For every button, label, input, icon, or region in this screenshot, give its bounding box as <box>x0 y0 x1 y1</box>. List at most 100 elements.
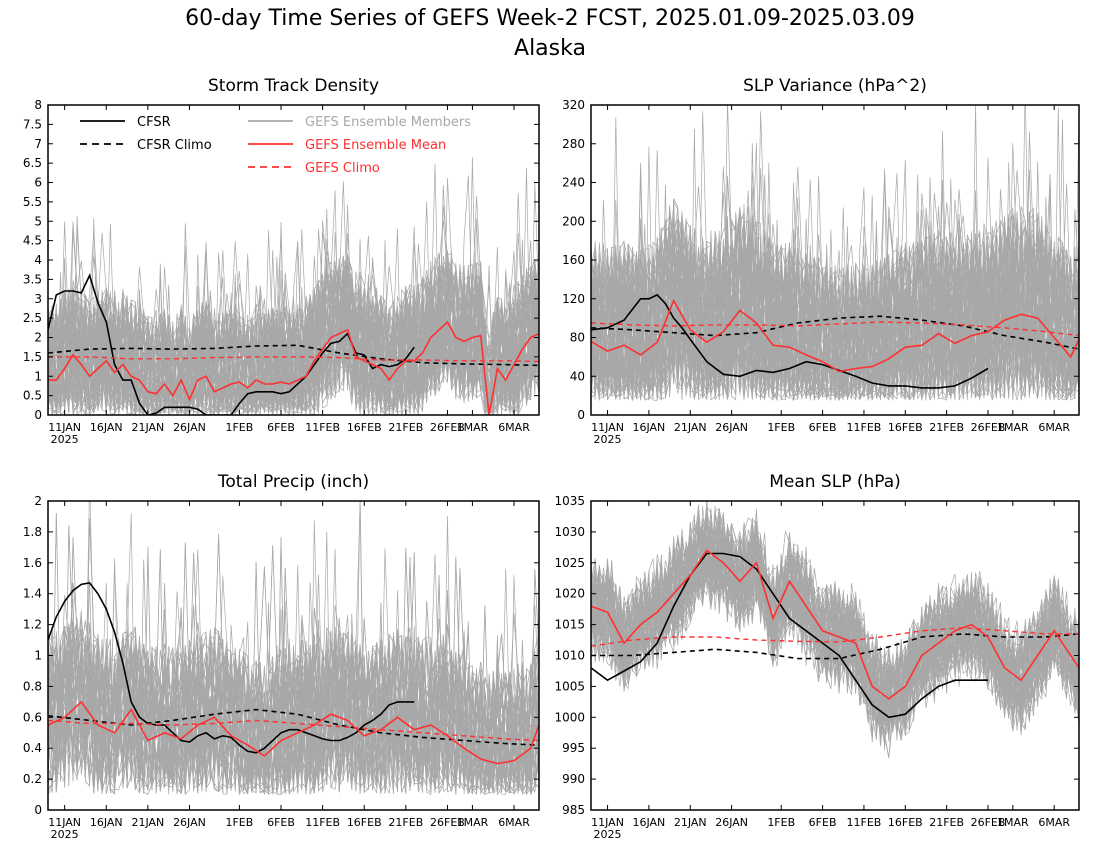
ensemble-member-line <box>48 545 539 795</box>
plot-area <box>48 501 539 796</box>
plot-area <box>591 501 1079 759</box>
x-tick-label: 1MAR <box>997 816 1029 829</box>
y-tick-label: 0.6 <box>23 710 42 724</box>
legend-mean-label: GEFS Ensemble Mean <box>305 138 446 153</box>
x-tick-label: 26FEB <box>971 421 1006 434</box>
x-year-label: 2025 <box>51 828 79 841</box>
x-tick-label: 21FEB <box>388 816 423 829</box>
y-tick-label: 7 <box>34 137 42 151</box>
x-tick-label: 6MAR <box>1038 421 1070 434</box>
x-tick-label: 16FEB <box>347 421 382 434</box>
y-tick-label: 280 <box>562 137 585 151</box>
y-tick-label: 1 <box>34 649 42 663</box>
y-tick-label: 1005 <box>554 679 585 693</box>
gefs-mean-line <box>48 320 539 415</box>
y-tick-label: 1015 <box>554 618 585 632</box>
y-tick-label: 995 <box>562 741 585 755</box>
y-tick-label: 0 <box>577 408 585 422</box>
ensemble-member-line <box>591 511 1079 727</box>
legend-gefs-climo-label: GEFS Climo <box>305 161 380 176</box>
x-tick-label: 11FEB <box>305 421 340 434</box>
x-tick-label: 26JAN <box>715 816 748 829</box>
x-tick-label: 11FEB <box>847 421 882 434</box>
y-tick-label: 990 <box>562 772 585 786</box>
y-tick-label: 1020 <box>554 587 585 601</box>
ensemble-member-line <box>591 208 1079 399</box>
x-tick-label: 26JAN <box>173 421 206 434</box>
y-tick-label: 1030 <box>554 525 585 539</box>
x-tick-label: 21FEB <box>929 421 964 434</box>
x-tick-label: 11FEB <box>847 816 882 829</box>
cfsr-line <box>591 552 988 719</box>
y-tick-label: 7.5 <box>23 117 42 131</box>
y-tick-label: 2.5 <box>23 311 42 325</box>
y-tick-label: 1.4 <box>23 587 42 601</box>
x-tick-label: 11JAN <box>48 421 81 434</box>
y-tick-label: 120 <box>562 292 585 306</box>
ensemble-member-line <box>48 231 539 415</box>
panel-title: SLP Variance (hPa^2) <box>743 76 927 96</box>
panel-title: Total Precip (inch) <box>217 472 369 492</box>
x-tick-label: 16JAN <box>90 816 123 829</box>
y-tick-label: 320 <box>562 98 585 112</box>
cfsr-climo-line <box>48 344 539 367</box>
ensemble-member-line <box>48 518 539 794</box>
plot-area <box>591 105 1079 402</box>
ensemble-member-line <box>591 111 1079 400</box>
ensemble-member-line <box>48 269 539 414</box>
gefs-mean-line <box>591 549 1079 700</box>
y-tick-label: 80 <box>570 331 585 345</box>
ensemble-member-line <box>591 503 1079 731</box>
x-tick-label: 11JAN <box>591 421 624 434</box>
y-tick-label: 4.5 <box>23 234 42 248</box>
panel-1: Storm Track Density 0 0.5 1 1.5 2 2.5 3 3.5 4 4.5 5… <box>23 76 540 446</box>
ensemble-member-line <box>48 250 539 415</box>
y-tick-label: 1 <box>34 369 42 383</box>
gefs-climo-line <box>48 719 539 742</box>
x-tick-label: 1FEB <box>225 816 253 829</box>
cfsr-line <box>591 293 989 389</box>
y-tick-label: 0.4 <box>23 741 42 755</box>
gefs-mean-line <box>48 700 539 765</box>
x-tick-label: 1MAR <box>997 421 1029 434</box>
x-tick-label: 11FEB <box>305 816 340 829</box>
ensemble-member-line <box>591 507 1079 724</box>
ensemble-member-line <box>48 218 539 414</box>
x-tick-label: 16JAN <box>632 421 665 434</box>
y-tick-label: 2 <box>34 494 42 508</box>
y-tick-label: 5 <box>34 214 42 228</box>
x-tick-label: 21JAN <box>131 816 164 829</box>
y-tick-label: 1010 <box>554 649 585 663</box>
ensemble-member-line <box>48 246 539 415</box>
y-tick-label: 1.8 <box>23 525 42 539</box>
x-tick-label: 16FEB <box>347 816 382 829</box>
y-tick-label: 4 <box>34 253 42 267</box>
figure-subtitle: Alaska <box>514 36 586 61</box>
y-tick-label: 0.5 <box>23 389 42 403</box>
ensemble-member-line <box>591 211 1079 402</box>
x-tick-label: 26FEB <box>971 816 1006 829</box>
legend-members-label: GEFS Ensemble Members <box>305 115 471 130</box>
y-tick-label: 40 <box>570 369 585 383</box>
panel-4: Mean SLP (hPa) 985 990 995 1000 1005 1010 1015 1… <box>554 472 1080 841</box>
legend: CFSR CFSR Climo GEFS Ensemble Members GEFS … <box>80 115 471 176</box>
x-tick-label: 6MAR <box>498 816 530 829</box>
y-tick-label: 1.6 <box>23 556 42 570</box>
y-tick-label: 6.5 <box>23 156 42 170</box>
x-tick-label: 6FEB <box>809 421 837 434</box>
y-tick-label: 1035 <box>554 494 585 508</box>
x-tick-label: 26FEB <box>430 421 465 434</box>
x-tick-label: 16JAN <box>90 421 123 434</box>
y-tick-label: 6 <box>34 176 42 190</box>
ensemble-member-line <box>591 511 1079 759</box>
figure-title: 60-day Time Series of GEFS Week-2 FCST, … <box>185 6 915 31</box>
y-tick-label: 3 <box>34 292 42 306</box>
gefs-mean-line <box>591 298 1079 373</box>
ensemble-member-line <box>591 527 1079 741</box>
x-tick-label: 6FEB <box>267 816 295 829</box>
y-tick-label: 240 <box>562 176 585 190</box>
ensemble-member-line <box>591 173 1079 399</box>
x-tick-label: 16FEB <box>888 421 923 434</box>
x-tick-label: 21JAN <box>674 816 707 829</box>
